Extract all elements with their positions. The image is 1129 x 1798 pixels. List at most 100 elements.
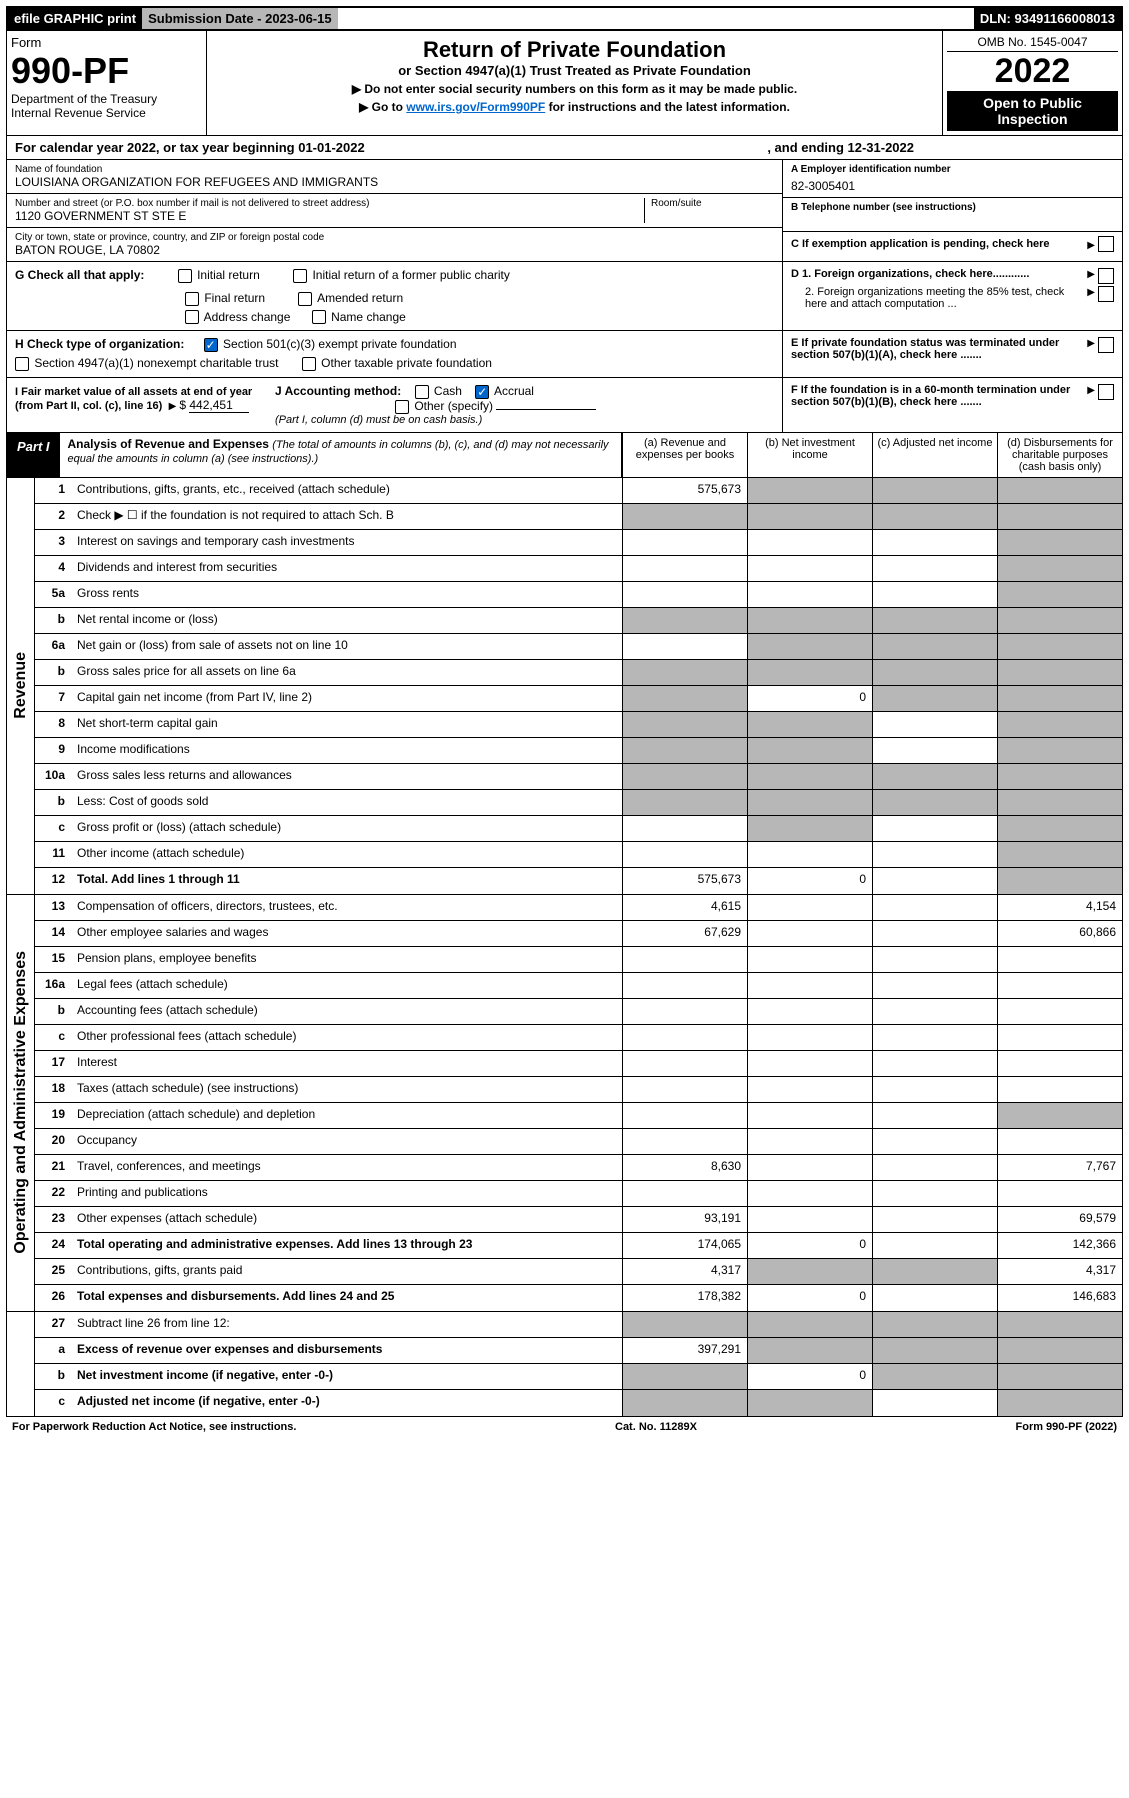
f-checkbox[interactable]: [1098, 384, 1114, 400]
line-cell: [872, 1338, 997, 1363]
line-number: 22: [35, 1181, 71, 1206]
line-number: 15: [35, 947, 71, 972]
line-cell: [622, 1312, 747, 1337]
line-cell: [622, 1051, 747, 1076]
amended-return-checkbox[interactable]: [298, 292, 312, 306]
line-row: 13Compensation of officers, directors, t…: [35, 895, 1122, 921]
line-cell: [622, 1129, 747, 1154]
line-row: 8Net short-term capital gain: [35, 712, 1122, 738]
line-cell: 0: [747, 1233, 872, 1258]
line-cell: [872, 764, 997, 789]
line-row: bNet rental income or (loss): [35, 608, 1122, 634]
initial-return-checkbox[interactable]: [178, 269, 192, 283]
submission-date: Submission Date - 2023-06-15: [142, 8, 338, 29]
line-desc: Less: Cost of goods sold: [71, 790, 622, 815]
line-number: 4: [35, 556, 71, 581]
line-cell: [872, 1077, 997, 1102]
line-desc: Taxes (attach schedule) (see instruction…: [71, 1077, 622, 1102]
line-cell: [872, 478, 997, 503]
line-number: 21: [35, 1155, 71, 1180]
line-number: 11: [35, 842, 71, 867]
line-cell: [997, 1129, 1122, 1154]
initial-return-former-checkbox[interactable]: [293, 269, 307, 283]
col-b-hdr: (b) Net investment income: [747, 433, 872, 477]
other-taxable-checkbox[interactable]: [302, 357, 316, 371]
line-number: 6a: [35, 634, 71, 659]
line-desc: Interest: [71, 1051, 622, 1076]
line-cell: 7,767: [997, 1155, 1122, 1180]
line-number: 1: [35, 478, 71, 503]
501c3-checkbox[interactable]: ✓: [204, 338, 218, 352]
line-cell: [747, 1155, 872, 1180]
cal-year-end: , and ending 12-31-2022: [767, 140, 914, 155]
line-desc: Other professional fees (attach schedule…: [71, 1025, 622, 1050]
form990pf-link[interactable]: www.irs.gov/Form990PF: [406, 100, 545, 114]
j-label: J Accounting method:: [275, 384, 401, 398]
line-cell: [622, 1364, 747, 1389]
line-cell: [997, 478, 1122, 503]
accrual-checkbox[interactable]: ✓: [475, 385, 489, 399]
line-cell: [622, 738, 747, 763]
address-label: Number and street (or P.O. box number if…: [15, 198, 644, 209]
cash-checkbox[interactable]: [415, 385, 429, 399]
line-cell: [872, 1025, 997, 1050]
line-number: 3: [35, 530, 71, 555]
line-cell: [997, 738, 1122, 763]
line-cell: [872, 1285, 997, 1311]
line-row: 26Total expenses and disbursements. Add …: [35, 1285, 1122, 1311]
foundation-name: LOUISIANA ORGANIZATION FOR REFUGEES AND …: [15, 175, 774, 189]
line-cell: 93,191: [622, 1207, 747, 1232]
line-cell: [747, 999, 872, 1024]
pending-checkbox[interactable]: [1098, 236, 1114, 252]
line-cell: [997, 634, 1122, 659]
line-cell: [872, 738, 997, 763]
line-number: b: [35, 1364, 71, 1389]
omb-number: OMB No. 1545-0047: [947, 35, 1118, 52]
name-change-checkbox[interactable]: [312, 310, 326, 324]
line-desc: Gross sales price for all assets on line…: [71, 660, 622, 685]
line-cell: 397,291: [622, 1338, 747, 1363]
line-cell: 0: [747, 1285, 872, 1311]
line-cell: [872, 1129, 997, 1154]
final-return-checkbox[interactable]: [185, 292, 199, 306]
line-row: 1Contributions, gifts, grants, etc., rec…: [35, 478, 1122, 504]
line-cell: [747, 738, 872, 763]
line-row: 5aGross rents: [35, 582, 1122, 608]
line-row: cGross profit or (loss) (attach schedule…: [35, 816, 1122, 842]
line-row: bNet investment income (if negative, ent…: [35, 1364, 1122, 1390]
line-number: 12: [35, 868, 71, 894]
line-row: 27Subtract line 26 from line 12:: [35, 1312, 1122, 1338]
line-row: 14Other employee salaries and wages67,62…: [35, 921, 1122, 947]
line-cell: [997, 712, 1122, 737]
city: BATON ROUGE, LA 70802: [15, 243, 774, 257]
other-method-checkbox[interactable]: [395, 400, 409, 414]
4947a1-checkbox[interactable]: [15, 357, 29, 371]
d1-checkbox[interactable]: [1098, 268, 1114, 284]
col-d-hdr: (d) Disbursements for charitable purpose…: [997, 433, 1122, 477]
line-cell: [872, 816, 997, 841]
line-row: 20Occupancy: [35, 1129, 1122, 1155]
line-row: cAdjusted net income (if negative, enter…: [35, 1390, 1122, 1416]
efile-label[interactable]: efile GRAPHIC print: [8, 8, 142, 29]
line-cell: [747, 608, 872, 633]
e-checkbox[interactable]: [1098, 337, 1114, 353]
d2-checkbox[interactable]: [1098, 286, 1114, 302]
address-change-checkbox[interactable]: [185, 310, 199, 324]
line-cell: [622, 1181, 747, 1206]
line-cell: [622, 973, 747, 998]
line-number: 19: [35, 1103, 71, 1128]
line-number: 13: [35, 895, 71, 920]
line-cell: [872, 608, 997, 633]
line-row: 3Interest on savings and temporary cash …: [35, 530, 1122, 556]
line-cell: [622, 634, 747, 659]
line-number: 7: [35, 686, 71, 711]
form-number: 990-PF: [11, 50, 202, 92]
line-cell: [622, 530, 747, 555]
line-cell: [872, 947, 997, 972]
line-row: 22Printing and publications: [35, 1181, 1122, 1207]
line-cell: [747, 1259, 872, 1284]
line-cell: 8,630: [622, 1155, 747, 1180]
line-cell: [872, 660, 997, 685]
form-subtitle: or Section 4947(a)(1) Trust Treated as P…: [213, 63, 936, 78]
line-cell: [622, 556, 747, 581]
